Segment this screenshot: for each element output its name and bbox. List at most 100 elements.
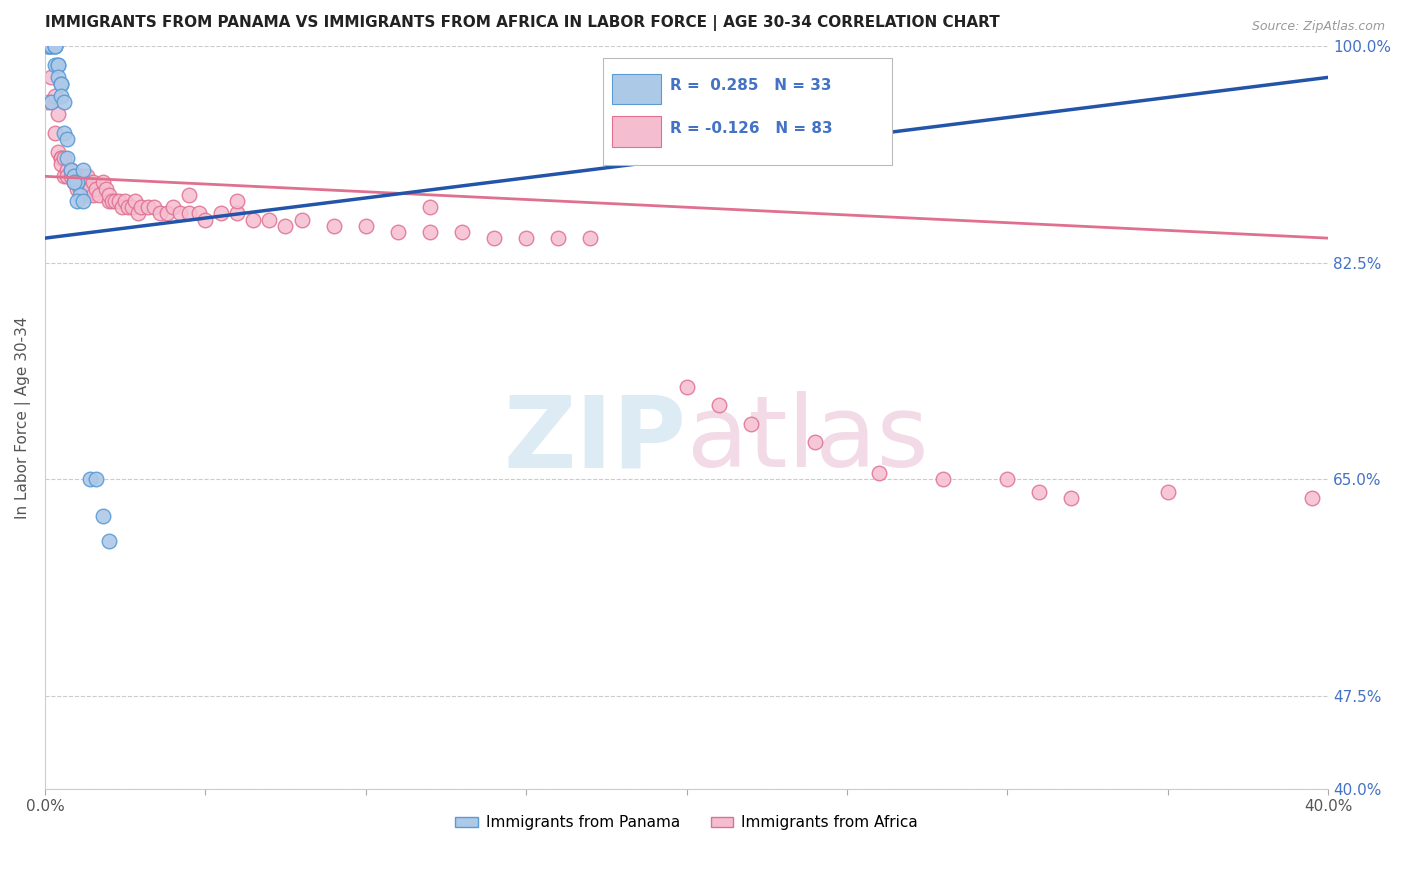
Point: [44, 39, 66, 54]
Point: [53, 126, 76, 140]
Point: [804, 435, 827, 450]
Point: [209, 206, 232, 220]
Point: [1028, 484, 1050, 499]
Point: [37, 39, 59, 54]
Point: [66, 182, 89, 196]
Point: [49, 89, 72, 103]
Point: [37, 39, 59, 54]
Text: ZIP: ZIP: [503, 392, 686, 488]
Text: IMMIGRANTS FROM PANAMA VS IMMIGRANTS FROM AFRICA IN LABOR FORCE | AGE 30-34 CORR: IMMIGRANTS FROM PANAMA VS IMMIGRANTS FRO…: [45, 15, 1000, 31]
Point: [290, 212, 312, 227]
Point: [59, 163, 82, 178]
Point: [104, 194, 127, 208]
Point: [707, 398, 730, 412]
Point: [59, 163, 82, 178]
Point: [53, 151, 76, 165]
Point: [39, 70, 62, 85]
Point: [72, 176, 94, 190]
Point: [56, 163, 79, 178]
Point: [46, 107, 69, 121]
FancyBboxPatch shape: [603, 58, 891, 165]
Point: [169, 206, 191, 220]
Point: [114, 194, 136, 208]
Point: [72, 163, 94, 178]
Point: [129, 200, 152, 214]
Text: atlas: atlas: [686, 392, 928, 488]
Point: [37, 95, 59, 109]
Point: [194, 212, 217, 227]
Point: [98, 187, 121, 202]
Point: [39, 39, 62, 54]
Point: [91, 176, 114, 190]
Point: [179, 187, 201, 202]
Point: [101, 194, 124, 208]
Point: [66, 194, 89, 208]
Point: [46, 58, 69, 72]
Point: [187, 206, 209, 220]
Point: [82, 187, 104, 202]
Point: [44, 89, 66, 103]
FancyBboxPatch shape: [612, 116, 661, 146]
Point: [579, 231, 602, 245]
Point: [89, 187, 111, 202]
Point: [94, 182, 117, 196]
Point: [62, 176, 84, 190]
Point: [62, 169, 84, 184]
Point: [49, 157, 72, 171]
Text: R =  0.285   N = 33: R = 0.285 N = 33: [669, 78, 831, 94]
Point: [49, 151, 72, 165]
Point: [84, 182, 107, 196]
Point: [49, 77, 72, 91]
Point: [91, 509, 114, 524]
Point: [69, 187, 91, 202]
FancyBboxPatch shape: [612, 73, 661, 104]
Point: [46, 58, 69, 72]
Point: [547, 231, 569, 245]
Point: [121, 200, 143, 214]
Point: [124, 194, 146, 208]
Point: [46, 70, 69, 85]
Point: [76, 187, 98, 202]
Point: [59, 169, 82, 184]
Point: [66, 169, 89, 184]
Point: [868, 466, 890, 480]
Point: [419, 200, 441, 214]
Point: [53, 169, 76, 184]
Point: [76, 169, 98, 184]
Point: [46, 145, 69, 159]
Point: [72, 194, 94, 208]
Point: [419, 225, 441, 239]
Point: [39, 39, 62, 54]
Point: [82, 176, 104, 190]
Point: [69, 169, 91, 184]
Point: [226, 206, 249, 220]
Point: [98, 534, 121, 549]
Point: [117, 200, 139, 214]
Point: [995, 472, 1018, 486]
Point: [259, 212, 281, 227]
Y-axis label: In Labor Force | Age 30-34: In Labor Force | Age 30-34: [15, 317, 31, 519]
Point: [515, 231, 537, 245]
Point: [156, 206, 179, 220]
Text: Source: ZipAtlas.com: Source: ZipAtlas.com: [1251, 20, 1385, 33]
Point: [72, 182, 94, 196]
Point: [44, 39, 66, 54]
Point: [79, 472, 101, 486]
Point: [56, 169, 79, 184]
Point: [1157, 484, 1180, 499]
Point: [37, 39, 59, 54]
Point: [39, 39, 62, 54]
Point: [675, 379, 697, 393]
Text: R = -0.126   N = 83: R = -0.126 N = 83: [669, 120, 832, 136]
Point: [44, 126, 66, 140]
Point: [79, 182, 101, 196]
Point: [69, 182, 91, 196]
Point: [143, 200, 166, 214]
Point: [179, 206, 201, 220]
Point: [274, 219, 297, 233]
Point: [242, 212, 264, 227]
Point: [49, 151, 72, 165]
Point: [84, 472, 107, 486]
Legend: Immigrants from Panama, Immigrants from Africa: Immigrants from Panama, Immigrants from …: [449, 809, 924, 837]
Point: [111, 200, 134, 214]
